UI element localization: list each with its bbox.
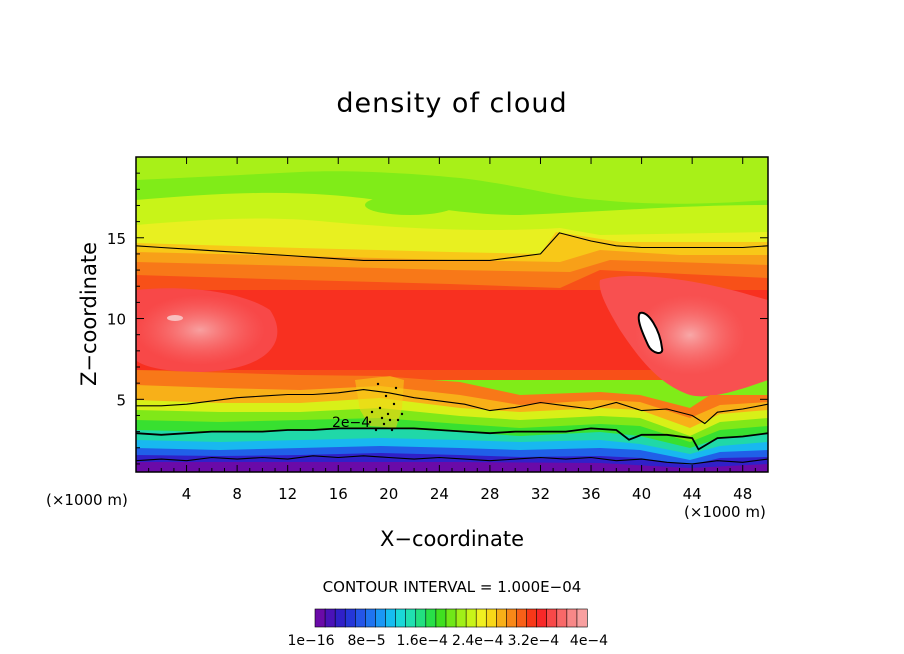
colorbar-tick-label: 1.6e−4 [396,633,448,649]
colorbar-tick-label: 2.4e−4 [452,633,504,649]
contour-line-2 [136,427,768,451]
colorbar-swatch [395,608,407,628]
contour-line-0 [136,232,768,261]
x-tick-label: 20 [379,485,398,503]
colorbar-swatch [465,608,477,628]
colorbar-tick-label: 8e−5 [348,633,386,649]
colorbar-swatch [425,608,437,628]
contour-field [136,157,768,472]
x-tick-label: 32 [531,485,550,503]
contour-line-3 [136,455,768,465]
contour-lines [136,232,768,465]
x-tick-label: 24 [430,485,449,503]
colorbar-swatch [536,608,548,628]
x-unit-label-right: (×1000 m) [684,503,766,521]
colorbar-swatch [324,608,336,628]
x-tick-label: 16 [329,485,348,503]
colorbar-swatch [365,608,377,628]
colorbar-swatch [526,608,538,628]
colorbar-swatch [496,608,507,628]
x-tick-label: 28 [480,485,499,503]
x-tick-label: 36 [581,485,600,503]
x-unit-label-left: (×1000 m) [46,491,128,509]
colorbar-swatch [546,608,558,628]
x-tick-label: 44 [683,485,702,503]
x-tick-label: 48 [733,485,752,503]
colorbar [314,608,588,628]
y-axis-label: Z−coordinate [77,242,101,386]
colorbar-swatch [566,608,578,628]
x-axis-label: X−coordinate [380,527,524,551]
contour-line-1 [136,389,768,425]
colorbar-tick-label: 4e−4 [570,633,608,649]
colorbar-swatch [445,608,457,628]
colorbar-swatch [405,608,417,628]
x-tick-label: 40 [632,485,651,503]
x-axis-ticks: 4 8 12 16 20 24 28 32 36 40 44 48 [148,157,756,503]
colorbar-swatch [435,608,447,628]
x-tick-label: 4 [182,485,192,503]
colorbar-tick-label: 1e−16 [287,633,334,649]
colorbar-swatch [485,608,497,628]
colorbar-swatch [375,608,387,628]
x-tick-label: 12 [278,485,297,503]
y-tick-label: 15 [107,230,126,248]
colorbar-swatch [334,608,346,628]
y-axis-ticks: 5 10 15 [107,172,768,465]
x-tick-label: 8 [232,485,242,503]
colorbar-swatch [516,608,528,628]
colorbar-labels: 1e−16 8e−5 1.6e−4 2.4e−4 3.2e−4 4e−4 [287,633,608,649]
chart-title: density of cloud [336,88,567,119]
contour-label: 2e−4 [332,415,370,431]
contour-interval-text: CONTOUR INTERVAL = 1.000E−04 [323,578,582,596]
colorbar-swatch [576,608,588,628]
colorbar-swatch [385,608,397,628]
y-tick-label: 10 [107,311,126,329]
colorbar-swatch [314,608,326,628]
colorbar-swatch [475,608,487,628]
colorbar-swatch [344,608,356,628]
contour-noise-cluster [368,382,404,432]
colorbar-tick-label: 3.2e−4 [508,633,560,649]
colorbar-swatch [506,608,518,628]
colorbar-swatch [415,608,427,628]
colorbar-swatch [455,608,467,628]
colorbar-swatch [556,608,568,628]
colorbar-swatch [354,608,366,628]
y-tick-label: 5 [116,391,126,409]
